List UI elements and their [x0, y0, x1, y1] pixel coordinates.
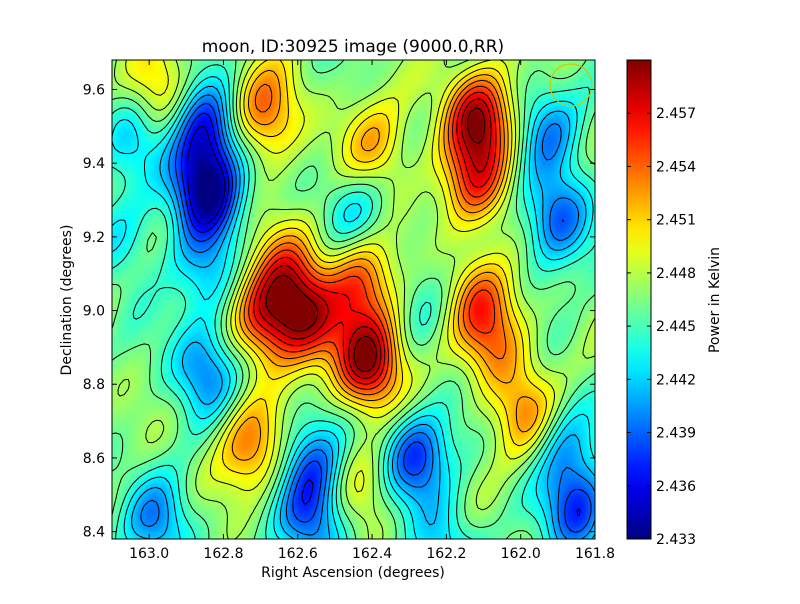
y-tick-label: 9.2	[83, 230, 105, 246]
contour-level-0	[187, 126, 226, 225]
contour-level-3	[140, 94, 595, 539]
y-tick-label: 8.6	[83, 451, 105, 467]
colorbar-tick-label: 2.457	[656, 106, 696, 122]
y-tick-label: 8.4	[83, 525, 105, 541]
contour-level-16	[265, 107, 486, 373]
contour-level-6	[112, 64, 595, 539]
x-axis-label: Right Ascension (degrees)	[261, 565, 445, 581]
contour-level-14	[253, 91, 497, 385]
contour-level-13	[248, 85, 501, 390]
contour-level-7	[112, 60, 595, 539]
y-tick-label: 9.4	[83, 156, 105, 172]
colorbar-tick-label: 2.442	[656, 372, 696, 388]
colorbar-ticks: 2.433 2.436 2.439 2.442 2.445 2.448 2.451 2.454…	[627, 106, 696, 548]
colorbar: 2.433 2.436 2.439 2.442 2.445 2.448 2.451 2.454…	[626, 59, 723, 548]
contour-lines	[112, 60, 595, 539]
x-tick-label: 162.6	[278, 546, 318, 562]
x-tick-label: 163.0	[129, 546, 169, 562]
plot-area	[111, 59, 596, 540]
contour-level-11	[231, 69, 539, 461]
contour-level-12	[243, 79, 507, 396]
colorbar-label: Power in Kelvin	[707, 247, 723, 353]
colorbar-tick-label: 2.436	[656, 479, 696, 495]
colorbar-tick-label: 2.439	[656, 426, 696, 442]
x-tick-label: 162.4	[352, 546, 392, 562]
y-axis: 8.4 8.6 8.8 9.0 9.2 9.4 9.6	[83, 82, 595, 541]
contour-level-9	[125, 60, 555, 493]
chart-title: moon, ID:30925 image (9000.0,RR)	[202, 37, 504, 57]
colorbar-tick-label: 2.454	[656, 159, 696, 175]
x-tick-label: 162.2	[426, 546, 466, 562]
plot-frame	[111, 59, 596, 540]
y-axis-label: Declination (degrees)	[59, 225, 75, 376]
colorbar-tick-label: 2.445	[656, 319, 696, 335]
contour-level-4	[131, 85, 595, 539]
contour-level-1	[181, 112, 581, 516]
x-tick-label: 162.0	[501, 546, 541, 562]
contour-level-2	[175, 103, 592, 533]
colorbar-tick-label: 2.448	[656, 266, 696, 282]
y-tick-label: 9.0	[83, 304, 105, 320]
x-tick-label: 162.8	[203, 546, 243, 562]
contour-level-10	[222, 60, 547, 475]
x-axis: 163.0 162.8 162.6 162.4 162.2 162.0 161.8	[129, 60, 615, 562]
colorbar-tick-label: 2.433	[656, 532, 696, 548]
beam-circle	[549, 63, 593, 107]
contour-level-8	[114, 60, 595, 539]
contour-level-5	[112, 76, 595, 539]
y-tick-label: 9.6	[83, 82, 105, 98]
colorbar-gradient	[626, 59, 652, 540]
x-tick-label: 161.8	[575, 546, 615, 562]
colorbar-tick-label: 2.451	[656, 213, 696, 229]
y-tick-label: 8.8	[83, 377, 105, 393]
contour-level-15	[258, 98, 492, 379]
